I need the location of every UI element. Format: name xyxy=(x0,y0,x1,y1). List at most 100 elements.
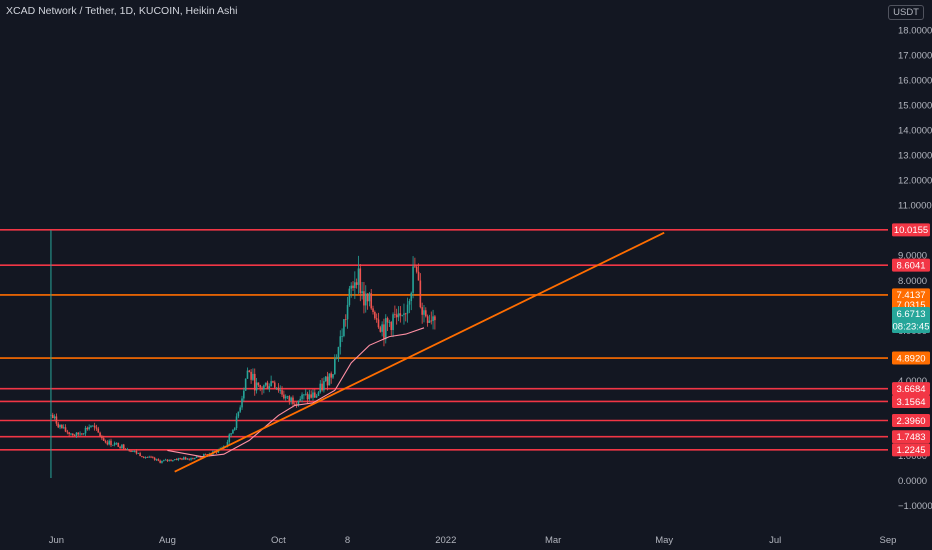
candle-body xyxy=(173,459,176,461)
candle-body xyxy=(279,390,282,391)
trendline[interactable] xyxy=(174,231,665,473)
horizontal-levels xyxy=(0,229,888,451)
y-tick-label: 16.0000 xyxy=(898,76,932,87)
candle-body xyxy=(317,392,320,397)
candle-body xyxy=(146,457,149,458)
x-tick-label: 2022 xyxy=(435,535,456,546)
candle xyxy=(70,432,72,436)
candle xyxy=(299,396,302,401)
candle-body xyxy=(113,443,116,445)
candle xyxy=(432,309,434,330)
candle-body xyxy=(90,425,92,428)
candle-body xyxy=(77,432,80,435)
candle-body xyxy=(404,313,407,315)
candle xyxy=(177,457,180,462)
candle xyxy=(124,448,127,450)
candle xyxy=(250,369,252,384)
candle xyxy=(88,424,90,431)
candle-body xyxy=(112,444,114,446)
candle-body xyxy=(250,371,252,380)
candle-body xyxy=(286,396,289,398)
candle xyxy=(430,311,433,325)
candle-body xyxy=(144,457,147,458)
candle xyxy=(102,435,105,441)
y-tick-label: 15.0000 xyxy=(898,101,932,112)
candle xyxy=(82,433,85,436)
candle xyxy=(404,312,407,322)
candle xyxy=(383,318,385,347)
candle xyxy=(419,273,422,309)
candle-body xyxy=(312,392,314,398)
candle xyxy=(317,391,320,397)
candle-body xyxy=(288,396,291,401)
level-badge-3: 4.8920 xyxy=(892,351,930,365)
currency-button[interactable]: USDT xyxy=(888,5,924,20)
candle-body xyxy=(434,316,436,321)
candle xyxy=(77,432,80,437)
candle-body xyxy=(133,450,136,452)
time-axis[interactable]: Jun Aug Oct 8 2022 Mar May Jul Sep xyxy=(49,535,897,546)
candle xyxy=(406,297,409,323)
candle xyxy=(141,455,143,458)
candle-body xyxy=(92,425,94,427)
candle-body xyxy=(157,459,160,461)
candle-body xyxy=(168,459,171,461)
candle xyxy=(101,434,103,441)
candle-body xyxy=(277,387,280,391)
candle-body xyxy=(179,458,181,460)
candle xyxy=(233,426,236,431)
candle-body xyxy=(328,373,331,386)
candle xyxy=(121,444,123,449)
trendline-layer xyxy=(174,231,665,473)
candle-body xyxy=(364,293,367,306)
candle-body xyxy=(273,382,276,388)
candle xyxy=(122,443,125,450)
candle-body xyxy=(425,310,427,317)
candle-body xyxy=(419,280,422,308)
candle xyxy=(126,447,129,451)
candle-body xyxy=(326,376,329,386)
candle-body xyxy=(75,432,78,436)
candle xyxy=(314,389,316,398)
candle xyxy=(184,456,187,460)
candle xyxy=(275,387,278,390)
level-badge-0-text: 10.0155 xyxy=(894,225,928,236)
candle xyxy=(290,396,292,405)
candle xyxy=(355,278,358,289)
candle-body xyxy=(182,457,185,460)
price-axis[interactable]: 18.0000 17.0000 16.0000 15.0000 14.0000 13.00… xyxy=(898,26,932,512)
candle xyxy=(414,257,416,268)
price-label-1-bg xyxy=(892,307,930,334)
candle-body xyxy=(381,324,383,332)
candle xyxy=(386,316,389,332)
candle xyxy=(133,450,136,453)
candle-body xyxy=(354,282,356,288)
candle xyxy=(237,411,240,419)
candle xyxy=(161,460,163,464)
candle xyxy=(66,429,69,435)
candle xyxy=(428,314,431,323)
candle-body xyxy=(355,282,358,285)
candle-body xyxy=(121,444,123,449)
candle-body xyxy=(386,318,389,323)
candle xyxy=(135,449,138,455)
candle-body xyxy=(51,414,54,419)
level-badge-4: 3.6684 xyxy=(892,382,930,396)
candle xyxy=(395,308,398,325)
candle-body xyxy=(192,458,194,460)
candle-body xyxy=(301,394,303,399)
candle xyxy=(73,434,76,436)
candle-body xyxy=(148,456,151,458)
candle-body xyxy=(243,390,245,399)
candle xyxy=(266,380,269,390)
candle-body xyxy=(101,436,103,439)
candle-body xyxy=(341,336,343,337)
level-badge-8-text: 1.2245 xyxy=(896,445,925,456)
candle-body xyxy=(203,454,205,457)
candle xyxy=(188,458,191,461)
candle-body xyxy=(246,370,249,379)
candle-body xyxy=(81,433,83,435)
candle xyxy=(64,424,67,433)
candle-body xyxy=(361,291,363,294)
